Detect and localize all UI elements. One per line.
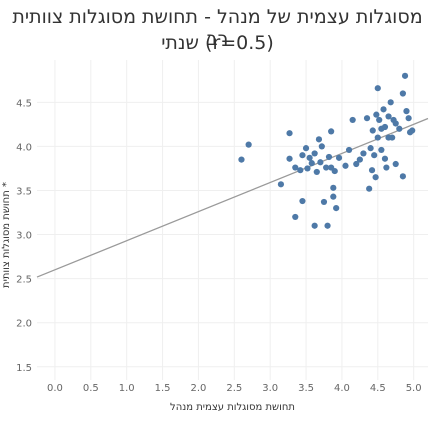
- data-point: [349, 116, 356, 124]
- data-point: [342, 162, 349, 169]
- data-point: [374, 85, 381, 92]
- x-tick-label: 4.0: [334, 383, 350, 394]
- y-tick-label: 4.0: [16, 142, 32, 153]
- data-point: [363, 115, 371, 122]
- y-tick-label: 4.5: [16, 98, 32, 109]
- data-point: [333, 204, 340, 212]
- chart-title-line-2: שנתי (r=0.5): [161, 32, 274, 54]
- data-point: [399, 173, 406, 180]
- y-tick-label: 3.0: [16, 231, 32, 242]
- data-point: [372, 174, 379, 181]
- data-point: [313, 168, 320, 176]
- chart-title-line-1: מסוגלות עצמית של מנהל - תחושת מסוגלות צו…: [12, 6, 423, 50]
- data-point: [380, 106, 387, 113]
- data-point: [392, 160, 399, 168]
- data-point: [373, 111, 380, 118]
- data-point: [317, 159, 324, 166]
- data-point: [399, 90, 406, 97]
- data-point: [308, 160, 315, 167]
- data-point: [385, 113, 392, 120]
- data-point: [403, 108, 410, 115]
- data-point: [396, 125, 403, 132]
- data-point: [369, 127, 376, 134]
- x-tick-label: 2.5: [226, 383, 242, 394]
- data-point: [360, 150, 367, 157]
- y-tick-label: 2.0: [16, 319, 32, 330]
- data-point: [292, 213, 299, 221]
- data-point: [401, 72, 409, 79]
- data-point: [311, 150, 318, 157]
- y-tick-label: 2.5: [16, 275, 32, 286]
- data-point: [320, 198, 328, 206]
- data-point: [245, 141, 252, 148]
- trend-line: [36, 117, 429, 278]
- x-tick-label: 4.5: [370, 383, 386, 394]
- data-point: [376, 116, 383, 124]
- data-point: [409, 127, 416, 134]
- y-tick-label: 3.5: [16, 186, 32, 197]
- data-point: [306, 154, 313, 161]
- x-tick-label: 3.5: [298, 383, 314, 394]
- data-point: [381, 123, 389, 131]
- data-point: [387, 99, 394, 106]
- x-tick-label: 1.5: [155, 383, 171, 394]
- data-point: [324, 222, 331, 229]
- data-point: [325, 153, 333, 161]
- data-point: [367, 145, 374, 152]
- data-point: [378, 146, 385, 154]
- data-point: [304, 165, 311, 172]
- x-axis-label: תחושת מסוגלות עצמית מנהל: [170, 402, 295, 413]
- data-point: [330, 184, 337, 191]
- data-point: [356, 156, 363, 163]
- x-tick-label: 0.5: [83, 383, 99, 394]
- data-point: [371, 152, 378, 159]
- data-point: [302, 145, 310, 152]
- data-point: [292, 164, 299, 171]
- data-point: [392, 120, 399, 127]
- data-point: [299, 197, 306, 205]
- data-point: [374, 134, 381, 141]
- data-point: [389, 134, 396, 141]
- x-tick-label: 1.0: [119, 383, 135, 394]
- data-point: [331, 167, 338, 175]
- data-point: [299, 152, 306, 159]
- x-tick-label: 5.0: [406, 383, 422, 394]
- data-point: [366, 185, 373, 192]
- data-point: [286, 155, 293, 162]
- data-point: [315, 136, 323, 143]
- data-point: [405, 115, 412, 122]
- data-point: [345, 146, 353, 154]
- data-point: [381, 155, 389, 162]
- data-point: [353, 160, 360, 168]
- data-point: [383, 164, 390, 171]
- data-point: [311, 222, 318, 229]
- data-point: [328, 128, 335, 135]
- y-tick-label: 1.5: [16, 363, 32, 374]
- data-point: [277, 181, 285, 188]
- data-point: [318, 143, 325, 150]
- x-tick-label: 3.0: [262, 383, 278, 394]
- y-axis-label: תחושת מסוגלות צוותית *: [1, 182, 12, 288]
- data-point: [368, 167, 376, 174]
- x-tick-label: 2.0: [190, 383, 206, 394]
- data-point: [286, 130, 293, 137]
- data-point: [335, 154, 343, 161]
- data-point: [297, 167, 304, 174]
- x-tick-label: 0.0: [47, 383, 63, 394]
- data-point: [238, 156, 245, 163]
- data-point: [323, 164, 330, 171]
- data-point: [330, 193, 337, 200]
